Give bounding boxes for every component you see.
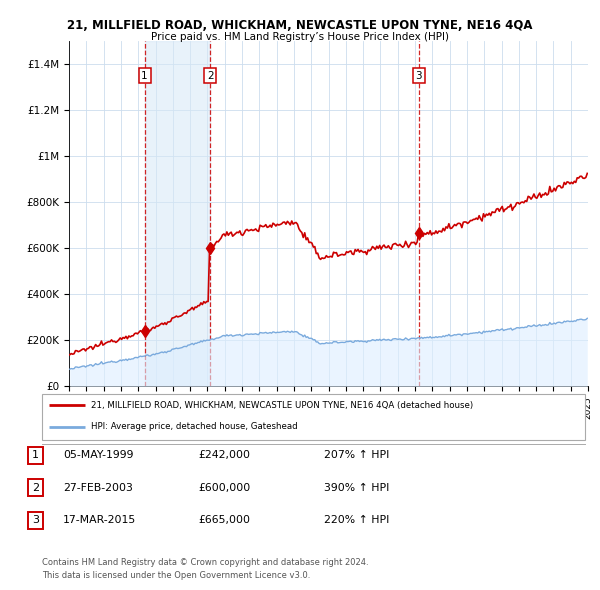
- Text: 17-MAR-2015: 17-MAR-2015: [63, 516, 136, 525]
- Text: 21, MILLFIELD ROAD, WHICKHAM, NEWCASTLE UPON TYNE, NE16 4QA (detached house): 21, MILLFIELD ROAD, WHICKHAM, NEWCASTLE …: [91, 401, 473, 409]
- FancyBboxPatch shape: [42, 394, 585, 440]
- Text: 3: 3: [32, 516, 39, 525]
- Text: 220% ↑ HPI: 220% ↑ HPI: [324, 516, 389, 525]
- FancyBboxPatch shape: [28, 447, 43, 464]
- Text: This data is licensed under the Open Government Licence v3.0.: This data is licensed under the Open Gov…: [42, 571, 310, 579]
- Text: 2: 2: [32, 483, 39, 493]
- Text: 207% ↑ HPI: 207% ↑ HPI: [324, 451, 389, 460]
- Text: 3: 3: [415, 71, 422, 81]
- Text: HPI: Average price, detached house, Gateshead: HPI: Average price, detached house, Gate…: [91, 422, 298, 431]
- Text: 390% ↑ HPI: 390% ↑ HPI: [324, 483, 389, 493]
- Text: Contains HM Land Registry data © Crown copyright and database right 2024.: Contains HM Land Registry data © Crown c…: [42, 558, 368, 566]
- Text: 27-FEB-2003: 27-FEB-2003: [63, 483, 133, 493]
- Text: 05-MAY-1999: 05-MAY-1999: [63, 451, 133, 460]
- FancyBboxPatch shape: [28, 512, 43, 529]
- Text: 2: 2: [207, 71, 214, 81]
- Text: 1: 1: [141, 71, 148, 81]
- Text: £242,000: £242,000: [198, 451, 250, 460]
- Text: Price paid vs. HM Land Registry’s House Price Index (HPI): Price paid vs. HM Land Registry’s House …: [151, 32, 449, 42]
- Text: £600,000: £600,000: [198, 483, 250, 493]
- Text: £665,000: £665,000: [198, 516, 250, 525]
- Text: 21, MILLFIELD ROAD, WHICKHAM, NEWCASTLE UPON TYNE, NE16 4QA: 21, MILLFIELD ROAD, WHICKHAM, NEWCASTLE …: [67, 19, 533, 32]
- Text: 1: 1: [32, 451, 39, 460]
- FancyBboxPatch shape: [28, 480, 43, 496]
- Bar: [145, 41, 210, 386]
